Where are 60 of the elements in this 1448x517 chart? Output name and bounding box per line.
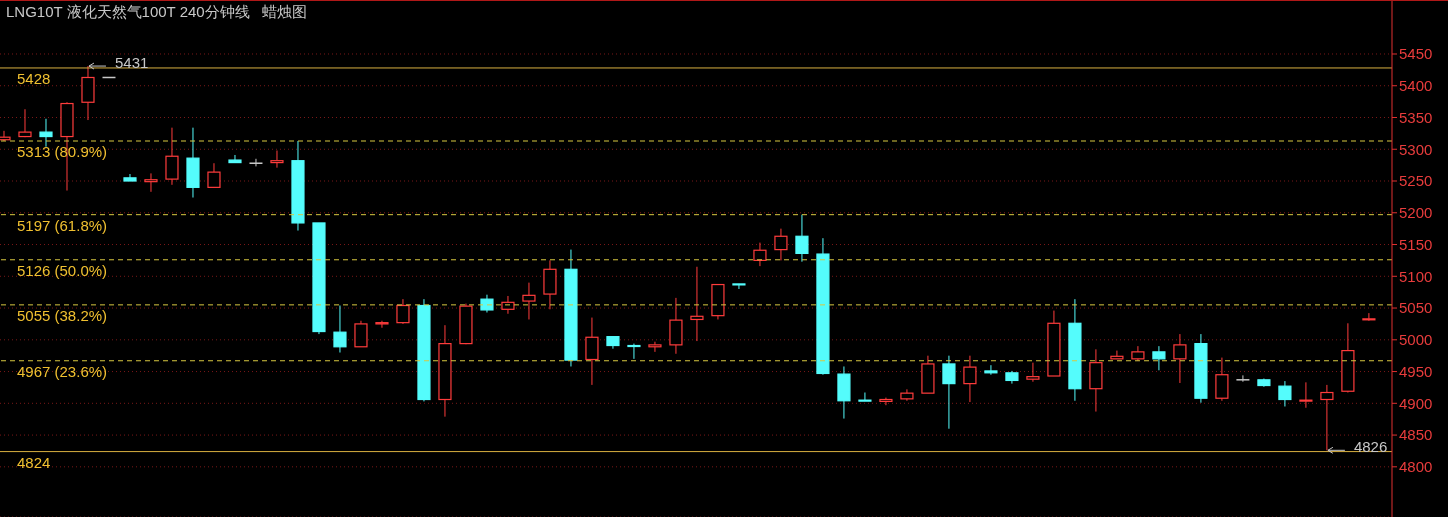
candlestick xyxy=(1215,357,1229,402)
candlestick xyxy=(522,282,536,320)
y-tick-label: 5100 xyxy=(1399,267,1433,285)
y-tick-label: 5000 xyxy=(1399,331,1433,349)
ref-line-label: 4967 (23.6%) xyxy=(17,362,108,380)
candlestick xyxy=(858,392,872,402)
candlestick xyxy=(144,172,158,193)
candlestick xyxy=(963,355,977,403)
candlestick xyxy=(648,341,662,353)
ref-line-label: 5313 (80.9%) xyxy=(17,143,108,160)
candlestick xyxy=(1173,333,1187,384)
y-tick-label: 4800 xyxy=(1399,458,1433,476)
candlestick xyxy=(354,320,368,348)
y-tick-label: 5450 xyxy=(1399,45,1433,63)
y-tick-label: 5200 xyxy=(1399,204,1433,222)
ref-line-label: 5055 (38.2%) xyxy=(17,306,108,324)
y-tick-label: 4950 xyxy=(1399,362,1433,380)
y-tick-label: 5150 xyxy=(1399,235,1433,253)
ref-line-label: 5126 (50.0%) xyxy=(17,261,108,279)
candlestick xyxy=(690,266,704,342)
candlestick xyxy=(1152,345,1166,371)
y-tick-label: 5300 xyxy=(1399,140,1433,158)
candlestick xyxy=(207,162,221,189)
y-tick-label: 4900 xyxy=(1399,394,1433,412)
candlestick xyxy=(248,158,264,167)
chart-title: LNG10T 液化天然气100T 240分钟线 蜡烛图 xyxy=(6,3,308,22)
candlestick xyxy=(1110,350,1124,360)
annotation: 5431 xyxy=(114,54,149,72)
y-tick-label: 5250 xyxy=(1399,172,1433,190)
candlestick xyxy=(396,298,410,325)
candlestick xyxy=(1026,362,1040,383)
annotation: 4826 xyxy=(1353,438,1388,456)
candlestick xyxy=(1235,374,1251,383)
y-tick-label: 5050 xyxy=(1399,299,1433,317)
ref-line-label: 4824 xyxy=(17,453,51,471)
ref-line-label: 5197 (61.8%) xyxy=(17,216,108,234)
candlestick xyxy=(984,364,998,376)
y-tick-label: 5350 xyxy=(1399,108,1433,126)
candlestick xyxy=(585,317,599,386)
candlestick xyxy=(39,118,53,148)
y-tick-label: 4850 xyxy=(1399,426,1433,444)
candlestick xyxy=(375,320,389,329)
candlestick xyxy=(228,154,242,164)
candlestick xyxy=(732,283,746,290)
candlestick xyxy=(1320,384,1334,451)
candlestick xyxy=(1299,381,1313,409)
ref-line-label: 5428 xyxy=(17,69,51,87)
candlestick xyxy=(795,214,809,263)
candlestick xyxy=(165,127,179,186)
y-tick-label: 5400 xyxy=(1399,77,1433,95)
candlestick xyxy=(942,355,956,430)
candlestick xyxy=(18,108,32,138)
candlestick xyxy=(753,242,767,267)
candlestick xyxy=(774,228,788,261)
candlestick xyxy=(1362,312,1376,322)
candlestick xyxy=(1278,380,1292,407)
candlestick xyxy=(333,305,347,353)
candlestick xyxy=(270,150,284,169)
candlestick xyxy=(879,397,893,406)
candlestick xyxy=(627,343,641,360)
